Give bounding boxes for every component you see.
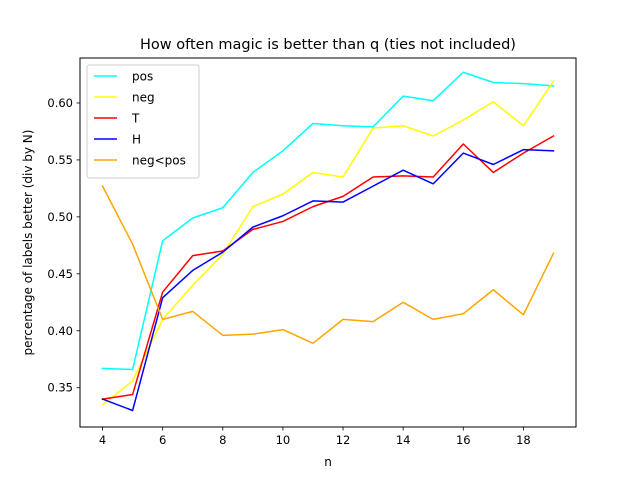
x-tick-label: 18: [516, 433, 531, 447]
series-layer: [101, 71, 555, 412]
x-tick-label: 8: [219, 433, 226, 447]
series-line-0: [101, 71, 555, 371]
x-axis: 4 6 8 10 12 14 16 18: [99, 427, 531, 447]
legend-box: [86, 64, 200, 179]
y-tick-label: 0.35: [47, 381, 73, 395]
y-tick-label: 0.60: [47, 96, 73, 110]
x-axis-label: n: [324, 455, 332, 469]
x-tick-label: 10: [276, 433, 291, 447]
legend-label-1: neg: [132, 91, 155, 105]
x-tick-label: 14: [396, 433, 411, 447]
legend-label-0: pos: [132, 70, 153, 84]
plot-frame: [79, 57, 577, 428]
x-tick-label: 6: [159, 433, 166, 447]
legend-label-4: neg<pos: [132, 154, 186, 168]
series-line-4: [101, 185, 555, 345]
x-tick-label: 16: [456, 433, 471, 447]
y-tick-label: 0.40: [47, 324, 73, 338]
y-tick-label: 0.45: [47, 267, 73, 281]
legend-label-2: T: [131, 112, 140, 126]
series-line-1: [101, 80, 555, 406]
y-tick-label: 0.50: [47, 210, 73, 224]
y-axis-label: percentage of labels better (div by N): [21, 130, 35, 356]
legend-label-3: H: [132, 133, 141, 147]
plot-area: [79, 57, 577, 428]
y-axis: 0.35 0.40 0.45 0.50 0.55 0.60: [47, 96, 80, 395]
y-tick-label: 0.55: [47, 153, 73, 167]
x-tick-label: 4: [99, 433, 106, 447]
series-line-3: [101, 148, 555, 412]
x-tick-label: 12: [336, 433, 351, 447]
chart-title: How often magic is better than q (ties n…: [140, 37, 516, 53]
